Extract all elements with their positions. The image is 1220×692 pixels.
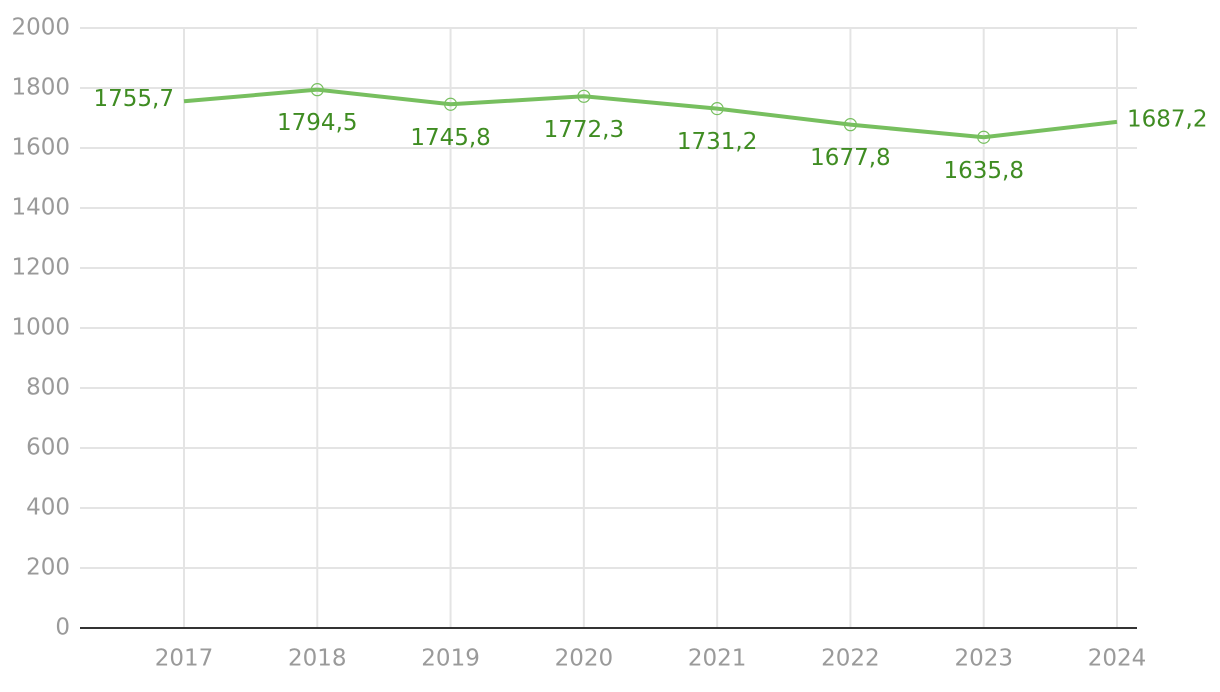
y-tick-label: 200 — [26, 555, 70, 581]
marker — [710, 102, 724, 116]
y-tick-label: 1400 — [11, 195, 70, 221]
value-label: 1731,2 — [677, 129, 757, 155]
x-tick-label: 2022 — [821, 646, 880, 672]
marker — [977, 130, 991, 144]
y-tick-label: 2000 — [11, 15, 70, 41]
x-tick-label: 2020 — [555, 646, 614, 672]
value-label: 1755,7 — [94, 86, 174, 112]
y-tick-label: 800 — [26, 375, 70, 401]
marker — [443, 97, 458, 111]
y-tick-label: 400 — [26, 495, 70, 521]
y-tick-label: 1200 — [11, 255, 70, 281]
value-label: 1635,8 — [943, 158, 1023, 184]
line — [183, 87, 1118, 140]
x-tick-label: 2018 — [288, 646, 347, 672]
value-label: 1745,8 — [410, 125, 490, 151]
marker — [577, 89, 591, 103]
x-tick-label: 2017 — [155, 646, 214, 672]
x-tick-label: 2023 — [954, 646, 1013, 672]
marker — [310, 83, 324, 97]
value-label: 1677,8 — [810, 145, 890, 171]
y-tick-label: 1800 — [11, 75, 70, 101]
x-tick-label: 2019 — [421, 646, 480, 672]
x-tick-label: 2021 — [688, 646, 747, 672]
value-label: 1687,2 — [1127, 106, 1207, 132]
value-label: 1772,3 — [544, 117, 624, 143]
y-tick-label: 0 — [55, 615, 70, 641]
y-tick-label: 1600 — [11, 135, 70, 161]
y-tick-label: 1000 — [11, 315, 70, 341]
value-label: 1794,5 — [277, 110, 357, 136]
x-tick-label: 2024 — [1088, 646, 1147, 672]
y-tick-label: 600 — [26, 435, 70, 461]
marker — [843, 118, 858, 132]
